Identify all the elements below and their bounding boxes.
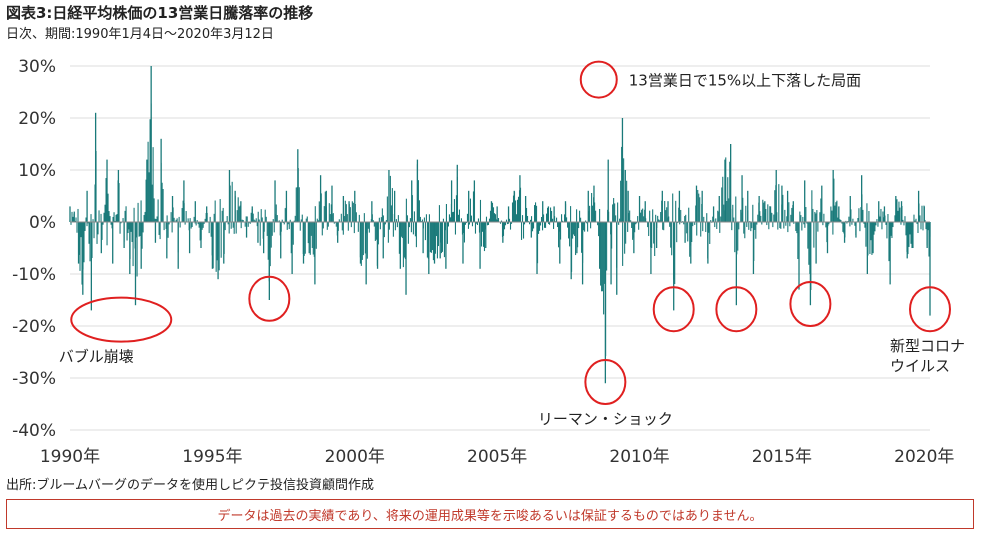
chart-subtitle: 日次、期間:1990年1月4日～2020年3月12日: [6, 27, 274, 42]
chart-title: 図表3:日経平均株価の13営業日騰落率の推移: [6, 4, 314, 22]
annotation-label: 新型コロナ: [890, 337, 965, 355]
x-tick-label: 2020年: [894, 447, 954, 467]
x-tick-label: 2000年: [325, 447, 385, 467]
x-tick-label: 2005年: [467, 447, 527, 467]
y-tick-label: 30%: [18, 57, 56, 77]
y-tick-label: -40%: [12, 421, 56, 441]
source-note: 出所:ブルームバーグのデータを使用しピクテ投信投資顧問作成: [6, 478, 374, 493]
highlight-circle: [715, 286, 758, 333]
y-tick-label: 20%: [18, 109, 56, 129]
highlight-circle: [652, 286, 695, 333]
highlight-circle: [248, 275, 291, 322]
annotation-label: ウイルス: [890, 357, 950, 375]
highlight-circle: [584, 359, 627, 405]
annotation-label: リーマン・ショック: [538, 410, 673, 428]
legend-circle: [579, 60, 618, 99]
highlight-circle: [909, 286, 951, 333]
disclaimer-box: データは過去の実績であり、将来の運用成果等を示唆あるいは保証するものではありませ…: [6, 499, 974, 529]
highlight-circle: [70, 296, 173, 343]
y-tick-label: -10%: [12, 265, 56, 285]
y-tick-label: 0%: [29, 213, 56, 233]
x-tick-label: 2010年: [609, 447, 669, 467]
x-tick-label: 1995年: [182, 447, 242, 467]
disclaimer-text: データは過去の実績であり、将来の運用成果等を示唆あるいは保証するものではありませ…: [217, 508, 763, 524]
x-tick-label: 2015年: [752, 447, 812, 467]
legend-label: 13営業日で15%以上下落した局面: [629, 72, 861, 90]
y-tick-label: -30%: [12, 369, 56, 389]
y-tick-label: 10%: [18, 161, 56, 181]
highlight-circle: [789, 281, 832, 327]
annotation-label: バブル崩壊: [59, 348, 134, 366]
y-tick-label: -20%: [12, 317, 56, 337]
x-tick-label: 1990年: [40, 447, 100, 467]
